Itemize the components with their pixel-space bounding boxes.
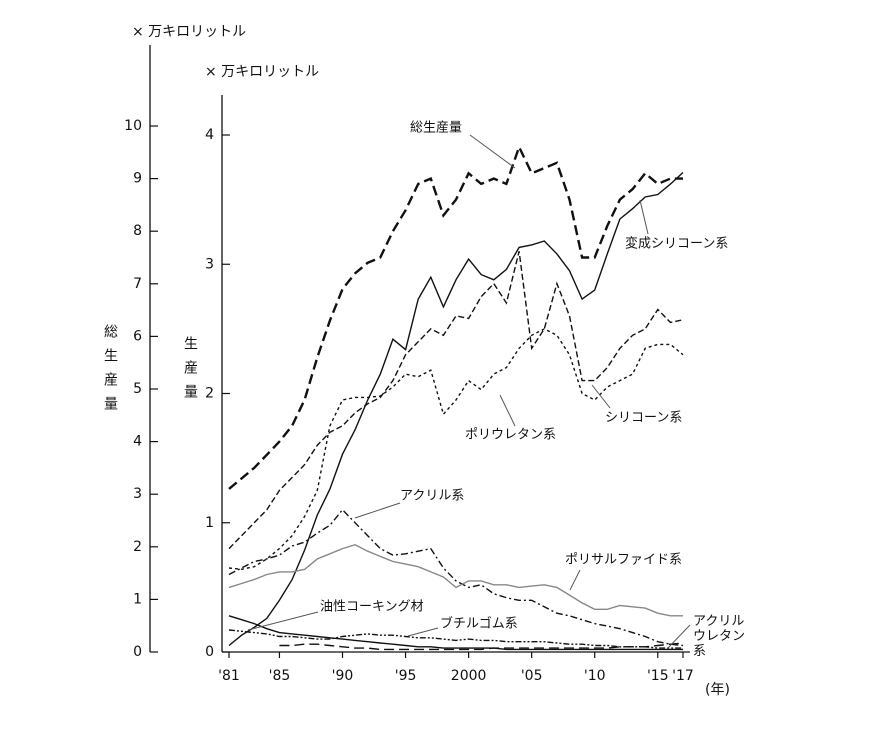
y-unit-label: × 万キロリットル: [132, 24, 246, 40]
series-line: [279, 642, 684, 651]
leader-line: [407, 627, 439, 637]
y2-tick-label: 0: [205, 644, 214, 660]
series-annotation: シリコーン系: [605, 411, 682, 426]
y-tick-label: 8: [133, 223, 142, 239]
x-tick-label: 2000: [451, 668, 487, 684]
y-tick-label: 2: [133, 539, 142, 555]
y2-tick-label: 3: [205, 256, 214, 272]
y-tick-label: 7: [133, 276, 142, 292]
series-line: [228, 328, 684, 571]
x-tick-label: '81: [218, 668, 240, 684]
series-line: [228, 508, 684, 647]
y-tick-label: 1: [133, 591, 142, 607]
x-tick-label: '10: [584, 668, 606, 684]
y-tick-label: 5: [133, 381, 142, 397]
x-tick-label: '17: [672, 668, 694, 684]
x-tick-label: '95: [395, 668, 417, 684]
series-line: [228, 171, 684, 647]
series-annotation: 変成シリコーン系: [625, 236, 728, 252]
series-annotation: ブチルゴム系: [440, 616, 518, 632]
x-tick-label: '90: [332, 668, 354, 684]
series-line: [228, 143, 683, 490]
series-annotation: アクリル系: [400, 489, 464, 504]
leader-line: [469, 134, 516, 169]
series-annotation: ポリサルファイド系: [565, 553, 682, 568]
y2-axis-label: 生産量: [182, 336, 198, 408]
y2-tick-label: 1: [205, 515, 214, 531]
x-tick-label: '15: [647, 668, 669, 684]
y2-tick-label: 4: [205, 127, 214, 143]
series-line: [228, 251, 684, 550]
series-line: [228, 543, 683, 617]
y-tick-label: 6: [133, 328, 142, 344]
leader-line: [499, 394, 516, 427]
y-tick-label: 0: [133, 644, 142, 660]
y2-unit-label: × 万キロリットル: [205, 64, 319, 80]
x-tick-label: '85: [269, 668, 291, 684]
series-annotation: 総生産量: [410, 120, 462, 136]
series-line: [228, 629, 683, 649]
series-annotation: 油性コーキング材: [320, 600, 424, 615]
x-axis-label: (年): [705, 682, 730, 698]
leader-line: [247, 611, 319, 631]
leader-line: [639, 199, 649, 235]
series-annotation: アクリルウレタン系: [693, 614, 746, 659]
y2-tick-label: 2: [205, 386, 214, 402]
y-tick-label: 3: [133, 486, 142, 502]
series-annotation: ポリウレタン系: [465, 428, 556, 443]
leader-line: [667, 624, 691, 649]
y-tick-label: 4: [133, 434, 142, 450]
leader-line: [354, 502, 401, 519]
leader-line: [591, 384, 611, 409]
series-line: [228, 615, 683, 651]
x-tick-label: '05: [521, 668, 543, 684]
y-tick-label: 9: [133, 171, 142, 187]
leader-line: [569, 569, 581, 591]
y-axis-label: 総生産量: [102, 324, 118, 420]
y-tick-label: 10: [124, 118, 142, 134]
